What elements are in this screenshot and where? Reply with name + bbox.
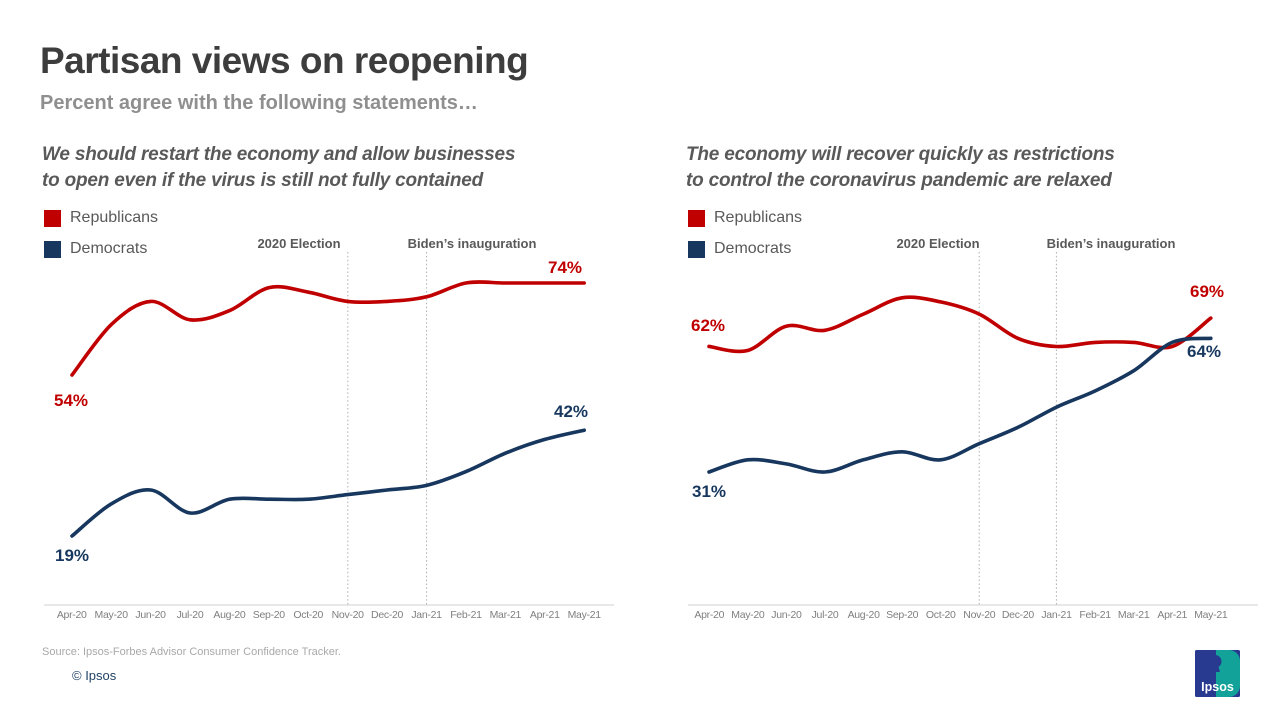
chart-heading: The economy will recover quickly as rest…: [686, 142, 1115, 194]
x-axis-label: Nov-20: [331, 609, 364, 621]
x-axis: Apr-20 May-20 Jun-20 Jul-20 Aug-20 Sep-20 Oct-…: [52, 609, 604, 621]
x-axis-label: Jun-20: [771, 609, 802, 621]
republicans-end-value: 69%: [1189, 282, 1225, 301]
x-axis-label: Aug-20: [213, 609, 246, 621]
legend-label: Democrats: [70, 240, 148, 257]
republicans-swatch: [44, 209, 61, 227]
annotation-2020-election: 2020 Election: [896, 236, 980, 251]
x-axis-label: Oct-20: [293, 609, 324, 621]
ipsos-logo-text: Ipsos: [1201, 680, 1234, 694]
ipsos-logo-head-icon: [1211, 655, 1222, 672]
page-title: Partisan views on reopening: [40, 40, 529, 81]
x-axis-label: Apr-21: [529, 609, 560, 621]
x-axis-label: Nov-20: [963, 609, 996, 621]
x-axis-label: Sep-20: [252, 609, 285, 621]
chart-heading-line1: The economy will recover quickly as rest…: [686, 144, 1115, 165]
chart-panel-economy-recovery: The economy will recover quickly as rest…: [684, 140, 1280, 685]
x-axis-label: Jan-21: [411, 609, 442, 621]
democrats-line: [70, 428, 586, 538]
annotation-bidens-inauguration: Biden’s inauguration: [1046, 236, 1176, 251]
x-axis-label: Jun-20: [135, 609, 166, 621]
chart-heading: We should restart the economy and allow …: [42, 142, 515, 194]
chart-heading-line2: to control the coronavirus pandemic are …: [686, 170, 1112, 191]
x-axis-label: Apr-21: [1157, 609, 1188, 621]
legend-item-democrats: Democrats: [688, 237, 802, 261]
x-axis-label: Oct-20: [925, 609, 956, 621]
legend-label: Republicans: [70, 209, 159, 226]
republicans-start-value: 54%: [53, 391, 89, 410]
democrats-swatch: [44, 240, 61, 258]
chart-heading-line1: We should restart the economy and allow …: [42, 144, 516, 165]
x-axis-label: Sep-20: [886, 609, 919, 621]
page-subtitle: Percent agree with the following stateme…: [40, 92, 478, 114]
democrats-end-value: 64%: [1186, 342, 1222, 361]
legend-item-democrats: Democrats: [44, 237, 158, 261]
x-axis-label: Dec-20: [1001, 609, 1034, 621]
x-axis-label: Jul-20: [811, 609, 839, 621]
republicans-start-value: 62%: [690, 316, 726, 335]
annotation-bidens-inauguration: Biden’s inauguration: [407, 236, 537, 251]
x-axis-label: May-21: [567, 609, 602, 621]
democrats-end-value: 42%: [553, 402, 589, 421]
line-chart-restart-economy: [44, 252, 614, 606]
x-axis-label: Mar-21: [489, 609, 522, 621]
line-chart-economy-recovery: [688, 252, 1258, 606]
democrats-line: [707, 336, 1213, 474]
ipsos-logo-teal-half: [1216, 650, 1240, 697]
x-axis-label: Feb-21: [1079, 609, 1111, 621]
legend-label: Republicans: [714, 209, 803, 226]
x-axis-label: Apr-20: [694, 609, 725, 621]
x-axis-label: Feb-21: [450, 609, 482, 621]
x-axis-label: Apr-20: [56, 609, 87, 621]
annotation-2020-election: 2020 Election: [257, 236, 341, 251]
chart-heading-line2: to open even if the virus is still not f…: [42, 170, 484, 191]
x-axis-label: May-21: [1194, 609, 1228, 621]
x-axis-label: Aug-20: [847, 609, 880, 621]
legend-item-republicans: Republicans: [44, 206, 158, 230]
copyright: © Ipsos: [72, 668, 117, 683]
legend: Republicans Democrats: [44, 206, 158, 268]
x-axis-label: Dec-20: [371, 609, 404, 621]
legend-label: Democrats: [714, 240, 792, 257]
republicans-end-value: 74%: [547, 258, 583, 277]
republicans-line: [70, 280, 586, 377]
x-axis-label: Jul-20: [176, 609, 204, 621]
ipsos-logo: Ipsos: [1195, 650, 1240, 697]
x-axis-label: May-20: [731, 609, 765, 621]
x-axis-label: Jan-21: [1041, 609, 1072, 621]
democrats-start-value: 31%: [691, 482, 727, 501]
x-axis-label: May-20: [94, 609, 129, 621]
democrats-swatch: [688, 240, 705, 258]
x-axis: Apr-20 May-20 Jun-20 Jul-20 Aug-20 Sep-20 Oct-…: [690, 609, 1230, 621]
chart-panel-restart-economy: We should restart the economy and allow …: [40, 140, 636, 685]
source-note: Source: Ipsos-Forbes Advisor Consumer Co…: [42, 646, 341, 658]
republicans-swatch: [688, 209, 705, 227]
x-axis-label: Mar-21: [1117, 609, 1150, 621]
democrats-start-value: 19%: [54, 546, 90, 565]
legend-item-republicans: Republicans: [688, 206, 802, 230]
republicans-line: [707, 295, 1213, 354]
legend: Republicans Democrats: [688, 206, 802, 268]
